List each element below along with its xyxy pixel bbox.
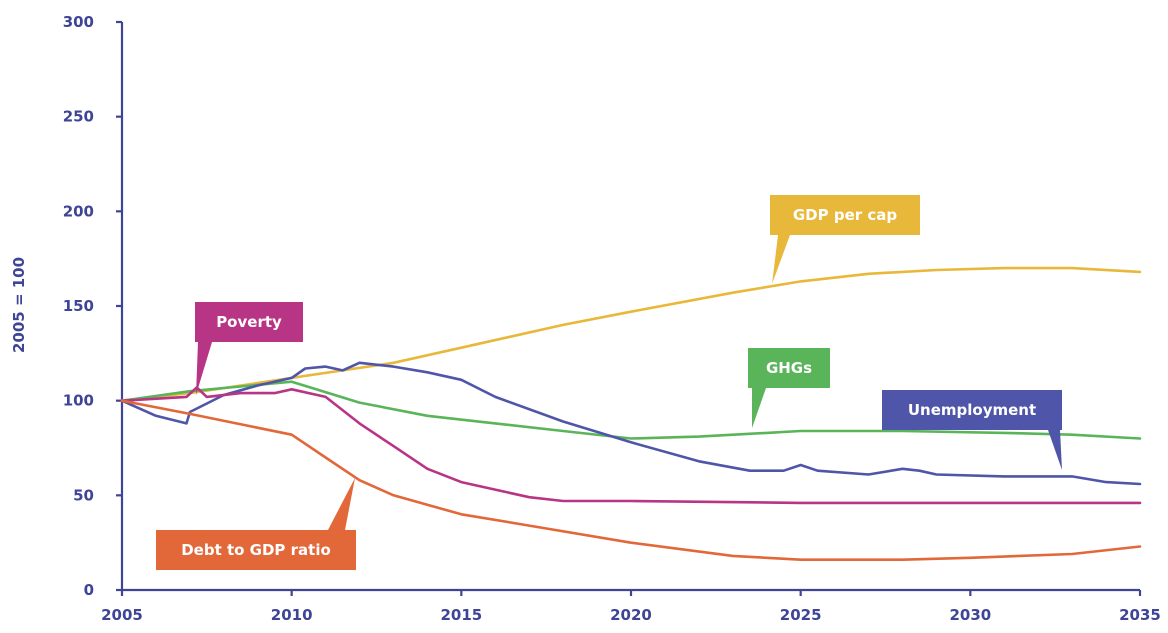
callout-pointer xyxy=(772,235,790,284)
y-tick-label: 0 xyxy=(84,581,94,599)
callout-pointer xyxy=(752,388,766,428)
callout-debt-to-gdp-ratio: Debt to GDP ratio xyxy=(156,478,356,570)
callout-label: Poverty xyxy=(216,313,282,331)
callout-ghgs: GHGs xyxy=(748,348,830,428)
callout-box xyxy=(748,348,830,388)
callouts: GDP per cap Poverty GHGs Unemployment Debt t… xyxy=(156,195,1062,570)
callout-label: GHGs xyxy=(766,359,812,377)
callout-poverty: Poverty xyxy=(195,302,303,395)
callout-unemployment: Unemployment xyxy=(882,390,1062,470)
callout-pointer xyxy=(328,478,355,530)
y-tick-label: 300 xyxy=(63,13,94,31)
tick-labels: 0 50 100 150 200 250 300 2005 2010 2015 2020 2025 20… xyxy=(63,13,1161,624)
x-tick-label: 2030 xyxy=(949,606,991,624)
series-line-ghgs xyxy=(120,380,1142,440)
series-line-unemployment xyxy=(120,361,1142,486)
callout-box xyxy=(882,390,1062,430)
callout-label: Debt to GDP ratio xyxy=(181,541,331,559)
x-tick-label: 2020 xyxy=(610,606,652,624)
x-tick-label: 2015 xyxy=(440,606,482,624)
y-tick-label: 200 xyxy=(63,202,94,220)
callout-gdp-per-cap: GDP per cap xyxy=(770,195,920,284)
y-tick-label: 250 xyxy=(63,108,94,126)
y-tick-label: 50 xyxy=(73,486,94,504)
callout-box xyxy=(156,530,356,570)
series-line-debt-to-gdp-ratio xyxy=(120,399,1142,562)
callout-pointer xyxy=(1048,430,1062,470)
y-tick-label: 100 xyxy=(63,392,94,410)
axes xyxy=(116,20,1142,596)
x-tick-label: 2025 xyxy=(780,606,822,624)
callout-box xyxy=(195,302,303,342)
callout-box xyxy=(770,195,920,235)
x-tick-label: 2005 xyxy=(101,606,143,624)
series-line-poverty xyxy=(120,386,1142,505)
callout-label: GDP per cap xyxy=(793,206,898,224)
y-axis-title: 2005 = 100 xyxy=(10,257,28,353)
callout-pointer xyxy=(196,342,212,395)
callout-label: Unemployment xyxy=(908,401,1036,419)
series-lines xyxy=(120,266,1142,562)
x-tick-label: 2035 xyxy=(1119,606,1161,624)
x-tick-label: 2010 xyxy=(271,606,313,624)
series-line-gdp-per-cap xyxy=(120,266,1142,403)
y-tick-label: 150 xyxy=(63,297,94,315)
